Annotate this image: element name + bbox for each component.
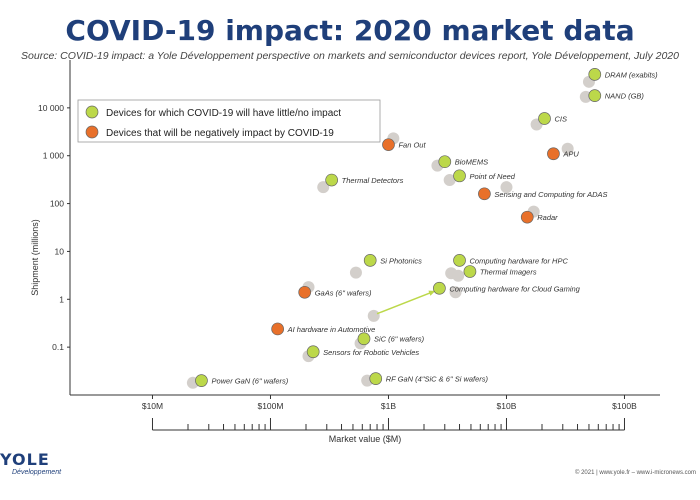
legend-box: [77, 99, 381, 143]
logo-name: YOLE: [0, 450, 50, 469]
previous-position-dot: [367, 309, 380, 322]
data-point: [325, 173, 339, 187]
data-point-label: Si Photonics: [380, 256, 422, 265]
data-point-label: Point of Need: [470, 172, 516, 181]
y-tick-label: 10 000: [38, 103, 64, 113]
data-point-label: Computing hardware for HPC: [470, 256, 569, 265]
data-point: [520, 210, 534, 224]
chart-axes: 0.1 1 10 100 1 000 10 000 $10M $100M $1B $10B $100…: [30, 60, 660, 444]
chart-marks: DRAM (exabits) NAND (GB) CIS APU Fan Out BioM…: [186, 68, 658, 389]
y-tick-label: 10: [55, 246, 65, 256]
data-point-label: SiC (6" wafers): [374, 335, 425, 344]
yole-logo: YOLE Développement: [0, 450, 90, 476]
data-point-label: Sensors for Robotic Vehicles: [323, 348, 419, 357]
x-tick-label: $10B: [497, 401, 517, 411]
data-point-label: RF GaN (4"SiC & 6" Si wafers): [386, 375, 489, 384]
data-point-label: Thermal Detectors: [342, 176, 404, 185]
data-point-label: Fan Out: [398, 141, 426, 150]
logo-subtitle: Développement: [12, 469, 62, 476]
y-tick-label: 100: [50, 199, 64, 209]
previous-position-dot: [500, 181, 513, 194]
data-point: [357, 332, 371, 346]
data-point: [271, 322, 284, 336]
legend-label: Devices that will be negatively impact b…: [106, 128, 334, 139]
legend-label: Devices for which COVID-19 will have lit…: [106, 108, 341, 119]
x-tick-label: $10M: [142, 401, 163, 411]
data-point-label: Power GaN (6" wafers): [211, 377, 288, 386]
data-point-label: AI hardware in Automotive: [287, 325, 376, 334]
data-point: [363, 254, 377, 267]
data-point-label: Sensing and Computing for ADAS: [494, 190, 607, 199]
data-point: [588, 68, 602, 81]
data-point: [547, 147, 560, 161]
data-point: [453, 169, 466, 183]
data-point: [478, 187, 491, 201]
source-note: Source: COVID-19 impact: a Yole Développ…: [21, 50, 679, 62]
data-point: [453, 254, 466, 267]
data-point: [538, 112, 551, 125]
previous-position-dot: [349, 266, 362, 279]
previous-position-dot: [452, 269, 465, 282]
data-point-label: Thermal Imagers: [480, 268, 537, 277]
x-axis-label: Market value ($M): [329, 434, 402, 444]
data-point: [438, 155, 452, 169]
data-point-label: CIS: [555, 114, 568, 123]
data-point: [433, 281, 446, 295]
y-tick-label: 1 000: [43, 151, 65, 161]
previous-position-dot: [317, 181, 330, 194]
x-tick-label: $100B: [612, 401, 637, 411]
data-point-label: BioMEMS: [455, 158, 488, 167]
footer-credit: © 2021 | www.yole.fr – www.i-micronews.c…: [574, 470, 696, 476]
y-axis-label: Shipment (millions): [30, 219, 40, 296]
y-tick-label: 0.1: [52, 342, 64, 352]
chart-legend: Devices for which COVID-19 will have lit…: [77, 99, 381, 143]
data-point: [298, 285, 312, 299]
data-point: [588, 89, 602, 102]
x-tick-label: $1B: [381, 401, 396, 411]
data-point-label: GaAs (6" wafers): [315, 288, 372, 297]
trend-arrow-head: [428, 290, 436, 296]
data-point-label: Computing hardware for Cloud Gaming: [449, 284, 580, 293]
previous-position-dot: [443, 174, 456, 187]
data-point: [382, 138, 395, 152]
previous-position-dot: [561, 142, 574, 155]
previous-position-dot: [449, 286, 462, 299]
data-point-label: NAND (GB): [605, 92, 645, 101]
data-point-label: Radar: [537, 213, 558, 222]
data-point: [369, 372, 383, 385]
data-point-label: DRAM (exabits): [605, 70, 658, 79]
y-tick-label: 1: [59, 294, 64, 304]
data-point: [463, 265, 477, 278]
page-title: COVID-19 impact: 2020 market data: [65, 14, 635, 47]
data-point: [195, 374, 208, 387]
legend-swatch: [85, 125, 99, 139]
trend-arrow-line: [376, 290, 436, 315]
legend-swatch: [85, 105, 99, 119]
data-point-label: APU: [562, 150, 579, 159]
data-point: [306, 345, 320, 359]
x-tick-label: $100M: [257, 401, 283, 411]
